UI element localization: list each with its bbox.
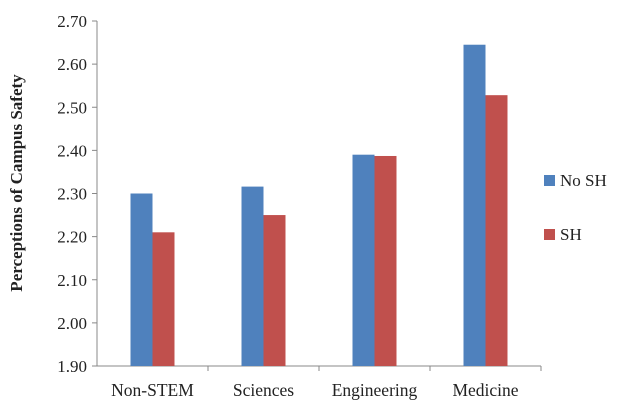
y-tick-label: 2.30	[57, 185, 87, 204]
x-category-label: Non-STEM	[111, 380, 194, 400]
legend-label: SH	[560, 225, 582, 244]
bar-sh	[152, 232, 175, 366]
y-tick-label: 2.60	[57, 55, 87, 74]
y-tick-label: 2.10	[57, 271, 87, 290]
bar-no-sh	[352, 154, 375, 366]
legend-swatch	[544, 175, 555, 186]
y-tick-label: 2.70	[57, 12, 87, 31]
bar-sh	[263, 215, 286, 366]
y-tick-label: 1.90	[57, 357, 87, 376]
bar-no-sh	[463, 44, 486, 366]
x-category-label: Sciences	[233, 380, 294, 400]
x-category-label: Engineering	[332, 380, 418, 400]
y-tick-label: 2.20	[57, 228, 87, 247]
legend-label: No SH	[560, 171, 607, 190]
x-category-label: Medicine	[452, 380, 518, 400]
bar-sh	[374, 155, 397, 366]
bar-no-sh	[241, 186, 264, 366]
y-tick-label: 2.50	[57, 98, 87, 117]
bar-no-sh	[130, 193, 153, 366]
axis-labels: 1.90 2.00 2.10 2.20 2.30 2.40 2.50 2.60 2.70 Non-…	[57, 12, 519, 400]
y-tick-label: 2.00	[57, 314, 87, 333]
bar-sh	[485, 95, 508, 367]
legend: No SH SH	[544, 171, 607, 244]
legend-swatch	[544, 229, 555, 240]
y-tick-label: 2.40	[57, 141, 87, 160]
y-axis-title: Perceptions of Campus Safety	[7, 74, 26, 292]
bars	[130, 44, 508, 367]
